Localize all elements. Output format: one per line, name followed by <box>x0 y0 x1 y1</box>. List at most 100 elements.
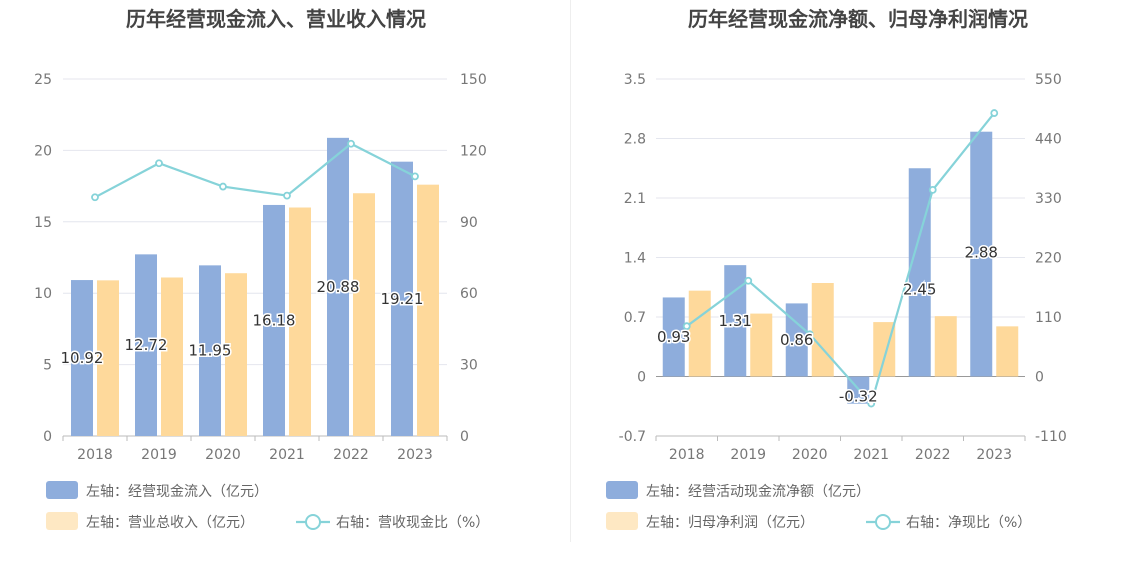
ratio-point <box>805 330 814 339</box>
y-right-tick-label: -110 <box>1035 429 1067 445</box>
x-tick-label: 2020 <box>792 447 828 463</box>
bar-primary <box>391 161 413 436</box>
data-label: 0.93 <box>657 328 690 346</box>
x-tick-label: 2019 <box>141 447 177 463</box>
bar-primary <box>327 137 349 436</box>
data-label: 20.88 <box>317 278 360 296</box>
y-right-tick-label: 60 <box>460 286 478 302</box>
bar-primary <box>263 204 285 436</box>
ratio-line <box>94 142 416 199</box>
legend-swatch-bar-primary <box>606 481 638 499</box>
bar-secondary <box>225 273 247 436</box>
y-right-tick-label: 0 <box>460 429 469 445</box>
bar-secondary <box>417 184 439 436</box>
bar-primary <box>135 254 157 436</box>
y-right-tick-label: 90 <box>460 215 478 231</box>
bar-secondary <box>161 277 183 436</box>
chart-title: 历年经营现金流净额、归母净利润情况 <box>688 7 1028 31</box>
x-tick-label: 2019 <box>730 447 766 463</box>
x-tick-label: 2018 <box>77 447 113 463</box>
bar-secondary <box>289 207 311 436</box>
y-left-tick-label: 20 <box>34 143 52 159</box>
ratio-point <box>411 172 419 181</box>
y-left-tick-label: 2.8 <box>624 132 646 148</box>
ratio-point <box>91 193 99 202</box>
bar-primary <box>908 168 931 377</box>
data-label: -0.32 <box>839 388 878 406</box>
data-label: 12.72 <box>125 336 168 354</box>
x-tick-label: 2021 <box>853 447 889 463</box>
x-tick-label: 2023 <box>397 447 433 463</box>
y-right-tick-label: 120 <box>460 143 487 159</box>
x-tick-label: 2022 <box>915 447 951 463</box>
data-label: 19.21 <box>381 290 424 308</box>
y-left-tick-label: 2.1 <box>624 191 646 207</box>
ratio-point <box>283 191 291 200</box>
data-label: 0.86 <box>780 331 813 349</box>
bar-secondary <box>934 316 957 377</box>
bar-secondary <box>811 283 834 377</box>
data-label: 16.18 <box>253 311 296 329</box>
legend-swatch-line-marker <box>305 514 321 530</box>
bar-primary <box>970 131 993 377</box>
legend-label: 右轴：营收现金比（%） <box>336 515 489 531</box>
ratio-point <box>347 139 355 148</box>
ratio-point <box>682 322 691 331</box>
y-left-tick-label: 1.4 <box>624 251 646 267</box>
y-right-tick-label: 110 <box>1035 310 1062 326</box>
data-label: 10.92 <box>61 349 104 367</box>
ratio-point <box>928 185 937 194</box>
x-tick-label: 2022 <box>333 447 369 463</box>
chart-title: 历年经营现金流入、营业收入情况 <box>126 7 426 31</box>
ratio-line <box>686 112 996 406</box>
data-label: 1.31 <box>719 312 752 330</box>
x-tick-label: 2021 <box>269 447 305 463</box>
y-right-tick-label: 0 <box>1035 370 1044 386</box>
bar-primary <box>199 265 221 436</box>
y-right-tick-label: 220 <box>1035 251 1062 267</box>
chart-net-cash-flow-profit: 历年经营现金流净额、归母净利润情况 -0.7 0 0.7 1.4 2.1 2.8 3.5 -1… <box>606 7 1067 531</box>
y-left-tick-label: 0 <box>43 429 52 445</box>
bar-primary <box>724 265 747 377</box>
x-tick-label: 2018 <box>669 447 705 463</box>
y-left-tick-label: 5 <box>43 358 52 374</box>
legend-label: 左轴：归母净利润（亿元） <box>646 514 814 531</box>
y-right-tick-label: 330 <box>1035 191 1062 207</box>
y-left-tick-label: 0 <box>637 370 646 386</box>
x-tick-label: 2020 <box>205 447 241 463</box>
y-left-tick-label: 0.7 <box>624 310 646 326</box>
y-right-tick-label: 30 <box>460 358 478 374</box>
bar-secondary <box>353 193 375 436</box>
legend-label: 右轴：净现比（%） <box>906 515 1031 531</box>
y-right-tick-label: 440 <box>1035 132 1062 148</box>
bar-secondary <box>996 326 1019 377</box>
bar-secondary <box>97 280 119 436</box>
ratio-point <box>155 159 163 168</box>
y-left-tick-label: -0.7 <box>619 429 646 445</box>
bar-primary <box>71 280 93 436</box>
legend-swatch-bar-primary <box>46 481 78 499</box>
y-left-tick-label: 3.5 <box>624 72 646 88</box>
y-right-tick-label: 150 <box>460 72 487 88</box>
data-label: 11.95 <box>189 342 232 360</box>
y-left-tick-label: 25 <box>34 72 52 88</box>
bar-primary <box>785 303 808 377</box>
ratio-point <box>744 276 753 285</box>
data-label: 2.88 <box>965 244 998 262</box>
legend-swatch-line-marker <box>875 514 891 530</box>
legend-label: 左轴：营业总收入（亿元） <box>86 515 254 531</box>
ratio-point <box>990 109 999 117</box>
bar-secondary <box>688 290 711 377</box>
ratio-point <box>219 182 227 191</box>
bar-primary <box>662 297 685 377</box>
panel-divider <box>570 0 571 542</box>
chart-cash-inflow-revenue: 历年经营现金流入、营业收入情况 0 5 10 15 20 25 0 30 60 90 120 150 2… <box>34 7 489 531</box>
ratio-point <box>867 399 876 408</box>
legend-label: 左轴：经营活动现金流净额（亿元） <box>646 484 870 500</box>
y-left-tick-label: 15 <box>34 215 52 231</box>
legend-label: 左轴：经营现金流入（亿元） <box>86 484 268 500</box>
y-left-tick-label: 10 <box>34 286 52 302</box>
x-tick-label: 2023 <box>976 447 1012 463</box>
data-label: 2.45 <box>903 280 936 298</box>
